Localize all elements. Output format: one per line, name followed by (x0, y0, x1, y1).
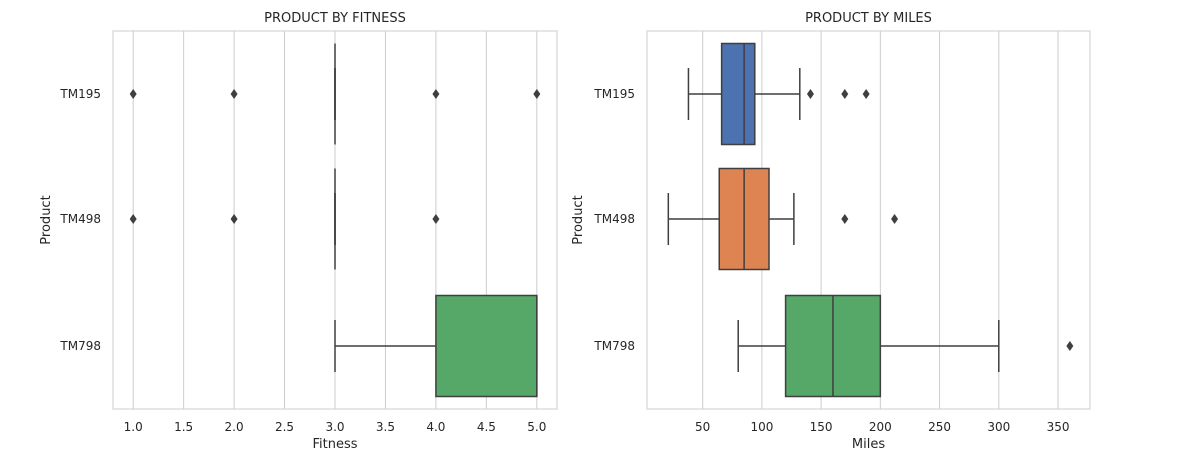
y-tick-label: TM195 (593, 87, 635, 101)
y-tick-label: TM798 (593, 339, 635, 353)
outlier-point (432, 214, 440, 224)
box-tm498 (667, 167, 899, 271)
box-tm498 (129, 168, 440, 270)
x-tick-label: 50 (695, 420, 710, 434)
x-tick-label: 100 (750, 420, 773, 434)
y-tick-label: TM798 (59, 339, 101, 353)
outlier-point (806, 89, 814, 99)
outlier-point (841, 214, 849, 224)
x-tick-label: 150 (810, 420, 833, 434)
outlier-point (129, 214, 137, 224)
outlier-point (841, 89, 849, 99)
x-tick-label: 250 (928, 420, 951, 434)
y-axis-label: Product (571, 195, 586, 244)
chart-title: PRODUCT BY MILES (805, 11, 932, 26)
x-axis-label: Miles (852, 437, 885, 452)
outlier-point (129, 89, 137, 99)
outlier-point (891, 214, 899, 224)
y-tick-label: TM498 (59, 212, 101, 226)
chart-title: PRODUCT BY FITNESS (264, 11, 406, 26)
iqr-box (720, 42, 756, 146)
outlier-point (432, 89, 440, 99)
x-tick-label: 1.5 (174, 420, 193, 434)
y-axis-label: Product (39, 195, 54, 244)
x-tick-label: 4.0 (426, 420, 445, 434)
outlier-point (862, 89, 870, 99)
y-tick-label: TM498 (593, 212, 635, 226)
x-tick-label: 2.5 (275, 420, 294, 434)
y-tick-label: TM195 (59, 87, 101, 101)
outlier-point (533, 89, 541, 99)
x-axis-label: Fitness (312, 437, 357, 452)
x-tick-label: 5.0 (527, 420, 546, 434)
box-tm195 (687, 42, 870, 146)
fitness-boxplot-panel: 1.0 1.5 2.0 2.5 3.0 3.5 4.0 4.5 5.0 TM195 TM498 TM7… (39, 11, 558, 452)
box-tm798 (334, 294, 538, 398)
x-tick-label: 2.0 (225, 420, 244, 434)
plot-frame (646, 30, 1091, 410)
x-tick-label: 200 (869, 420, 892, 434)
outlier-point (1066, 341, 1074, 351)
outlier-point (230, 214, 238, 224)
iqr-box (435, 294, 538, 398)
box-tm798 (737, 294, 1074, 398)
x-tick-label: 3.0 (325, 420, 344, 434)
x-tick-label: 350 (1047, 420, 1070, 434)
miles-boxplot-panel: 50 100 150 200 250 300 350 TM195 TM498 TM798 PRODU… (571, 11, 1091, 452)
x-tick-label: 1.0 (124, 420, 143, 434)
x-tick-label: 3.5 (376, 420, 395, 434)
x-tick-label: 300 (987, 420, 1010, 434)
x-tick-label: 4.5 (477, 420, 496, 434)
outlier-point (230, 89, 238, 99)
box-tm195 (129, 43, 541, 145)
plot-frame (112, 30, 558, 410)
